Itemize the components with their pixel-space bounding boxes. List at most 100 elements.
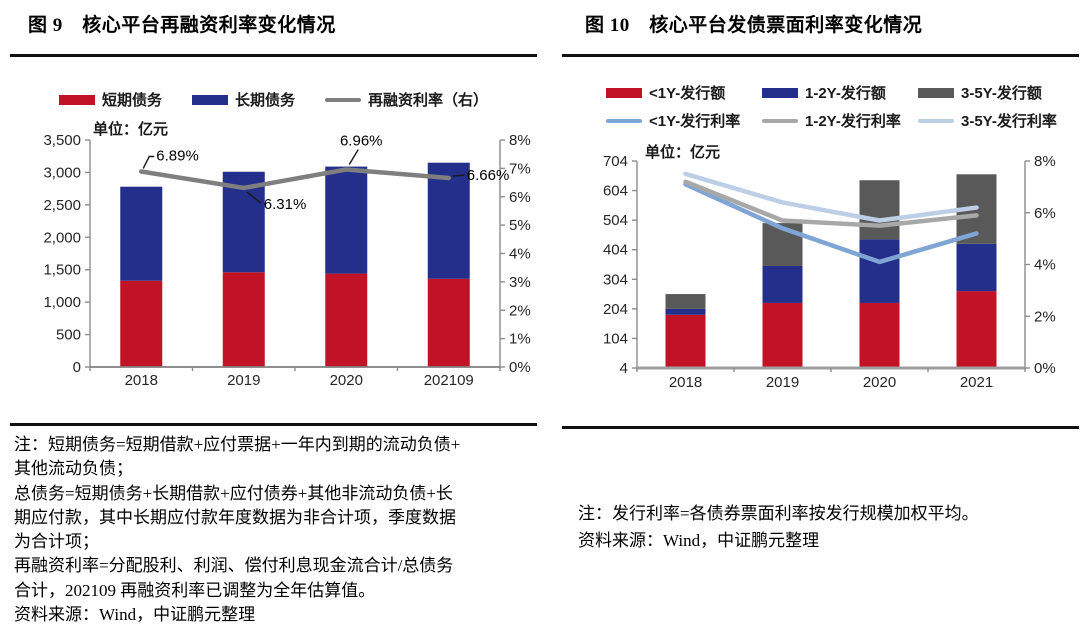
x-axis-category-label: 202109 xyxy=(424,372,474,389)
legend-label: 3-5Y-发行额 xyxy=(961,85,1042,102)
legend-item: 短期债务 xyxy=(58,89,162,110)
right-axis-tick-label: 1% xyxy=(509,331,531,348)
figure-10-notes: 注：发行利率=各债券票面利率按发行规模加权平均。 资料来源：Wind，中证鹏元整理 xyxy=(578,500,1073,554)
note-line: 其他流动负债； xyxy=(14,459,133,479)
data-label-leader xyxy=(142,155,155,169)
left-axis-tick-label: 504 xyxy=(603,212,628,229)
right-axis-tick-label: 2% xyxy=(509,302,531,319)
line-data-label: 6.31% xyxy=(264,196,307,213)
left-axis-tick-label: 104 xyxy=(603,330,628,347)
figure-9-chart: 3,500 3,000 2,500 2,000 1,500 1,000 500 0 8% 7% 6%… xyxy=(43,132,530,389)
legend-label: 长期债务 xyxy=(234,92,295,109)
x-axis-category-label: 2020 xyxy=(863,374,896,391)
right-axis-tick-label: 8% xyxy=(1034,153,1056,170)
x-axis-category-label: 2021 xyxy=(960,374,993,391)
legend-bar-swatch xyxy=(58,94,95,105)
note-line: 资料来源：Wind，中证鹏元整理 xyxy=(578,531,820,550)
left-axis-tick-label: 3,500 xyxy=(43,132,81,149)
legend-item: 3-5Y-发行利率 xyxy=(918,110,1078,131)
bar-segment-1 xyxy=(956,243,997,292)
figure-9-title: 图 9 核心平台再融资利率变化情况 xyxy=(28,15,336,36)
left-axis-tick-label: 500 xyxy=(56,327,81,344)
note-line: 再融资利率=分配股利、利润、偿付利息现金流合计/总债务 xyxy=(14,556,454,576)
legend-line-swatch xyxy=(918,118,954,123)
x-axis-category-label: 2019 xyxy=(766,374,799,391)
figure-10-legend: <1Y-发行额 1-2Y-发行额 3-5Y-发行额 <1Y-发行利率 1-2Y-发行利率… xyxy=(606,82,1078,131)
legend-item: 3-5Y-发行额 xyxy=(918,82,1078,103)
legend-label: 短期债务 xyxy=(101,92,162,109)
axes-group: 3,500 3,000 2,500 2,000 1,500 1,000 500 0 8% 7% 6%… xyxy=(43,132,530,389)
figure-10-title-divider xyxy=(562,54,1079,57)
note-line: 注：短期债务=短期借款+应付票据+一年内到期的流动负债+ xyxy=(14,435,461,454)
figure-9-notes: 注：短期债务=短期借款+应付票据+一年内到期的流动负债+ 其他流动负债； 总债务=短… xyxy=(14,433,530,627)
left-axis-tick-label: 404 xyxy=(603,242,628,259)
legend-item: <1Y-发行额 xyxy=(606,82,762,103)
legend-label: 1-2Y-发行利率 xyxy=(805,113,901,130)
legend-line-swatch xyxy=(762,118,798,123)
legend-bar-swatch xyxy=(606,87,642,98)
right-axis-tick-label: 2% xyxy=(1034,308,1056,325)
line-series-group: 6.89% 6.31% 6.96% 6.66% xyxy=(139,133,509,213)
data-label-leader xyxy=(452,174,465,177)
x-axis-category-label: 2020 xyxy=(330,372,363,389)
bar-segment-1 xyxy=(120,186,163,281)
note-line: 注：发行利率=各债券票面利率按发行规模加权平均。 xyxy=(578,504,979,523)
bar-segment-0 xyxy=(427,278,470,367)
right-axis-tick-label: 4% xyxy=(509,246,531,263)
left-axis-tick-label: 1,500 xyxy=(43,262,81,279)
legend-item: 长期债务 xyxy=(191,89,295,110)
legend-bar-swatch xyxy=(762,87,798,98)
right-axis-tick-label: 5% xyxy=(509,217,531,234)
figure-9-title-divider xyxy=(10,54,537,57)
bar-series-group xyxy=(665,174,997,368)
bar-segment-2 xyxy=(859,180,900,240)
figure-9-bottom-divider xyxy=(10,423,537,426)
right-axis-tick-label: 8% xyxy=(509,132,531,149)
axes-group: 704 604 504 404 304 204 104 4 8% 6% 4% 2% 0% 2018 2019… xyxy=(603,153,1056,391)
left-axis-tick-label: 3,000 xyxy=(43,164,81,181)
right-axis-tick-label: 3% xyxy=(509,274,531,291)
note-line: 总债务=短期债务+长期借款+应付债券+其他非流动负债+长 xyxy=(14,483,453,503)
left-axis-tick-label: 0 xyxy=(73,359,81,376)
right-axis-tick-label: 7% xyxy=(509,160,531,177)
line-series-2 xyxy=(683,171,979,223)
x-axis-category-label: 2018 xyxy=(669,374,702,391)
bar-segment-0 xyxy=(325,273,368,367)
line-series-group xyxy=(683,171,979,265)
left-axis-tick-label: 304 xyxy=(603,271,628,288)
bar-segment-0 xyxy=(859,302,900,368)
left-axis-tick-label: 604 xyxy=(603,183,628,200)
bar-segment-0 xyxy=(222,272,265,367)
bar-segment-0 xyxy=(956,291,997,368)
right-axis-tick-label: 0% xyxy=(1034,360,1056,377)
legend-label: <1Y-发行额 xyxy=(649,85,726,102)
figure-9-legend: 短期债务 长期债务 再融资利率（右） xyxy=(10,89,537,110)
legend-bar-swatch xyxy=(918,87,954,98)
bar-segment-1 xyxy=(427,162,470,279)
bar-segment-0 xyxy=(762,302,803,368)
right-axis-tick-label: 6% xyxy=(1034,205,1056,222)
right-axis-tick-label: 0% xyxy=(509,359,531,376)
bar-segment-1 xyxy=(325,166,368,274)
note-line: 为合计项； xyxy=(14,532,99,552)
figure-10-unit-label: 单位：亿元 xyxy=(645,144,721,161)
x-axis-category-label: 2019 xyxy=(227,372,260,389)
legend-label: <1Y-发行利率 xyxy=(649,113,741,130)
figure-9-unit-label: 单位：亿元 xyxy=(93,121,169,138)
left-axis-tick-label: 1,000 xyxy=(43,294,81,311)
legend-item: 再融资利率（右） xyxy=(325,89,488,110)
legend-line-swatch xyxy=(606,118,642,123)
left-axis-tick-label: 2,000 xyxy=(43,229,81,246)
figure-10-bottom-divider xyxy=(562,426,1079,429)
line-series-0 xyxy=(683,182,979,265)
x-axis-category-label: 2018 xyxy=(125,372,158,389)
right-axis-tick-label: 6% xyxy=(509,189,531,206)
bar-segment-0 xyxy=(665,314,706,368)
figure-10-title: 图 10 核心平台发债票面利率变化情况 xyxy=(585,15,923,36)
data-label-leader xyxy=(348,149,359,165)
figure-10-chart: 704 604 504 404 304 204 104 4 8% 6% 4% 2% 0% 2018 2019… xyxy=(603,153,1056,391)
legend-label: 1-2Y-发行额 xyxy=(805,85,886,102)
line-series-0 xyxy=(139,167,451,191)
bar-series-group xyxy=(120,162,470,367)
